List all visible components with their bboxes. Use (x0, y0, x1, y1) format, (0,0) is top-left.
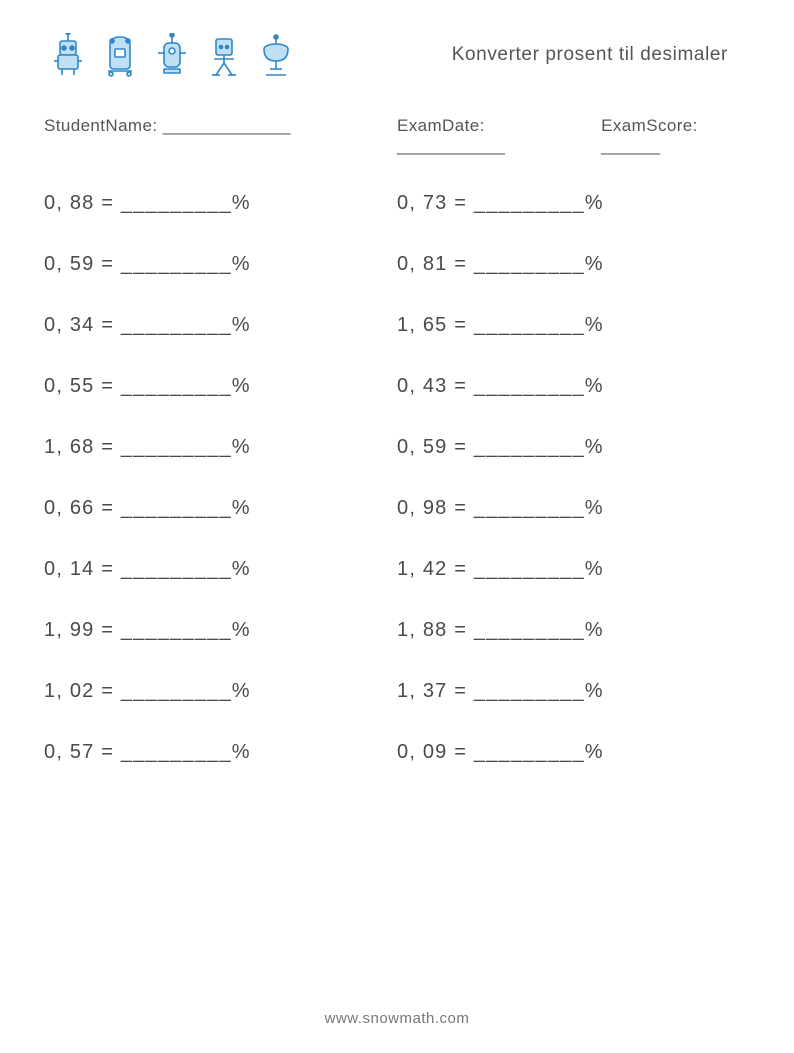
robot-icon-4 (206, 33, 242, 77)
student-name-field[interactable]: StudentName: _____________ (44, 116, 291, 135)
robot-icon-1 (50, 33, 86, 77)
problem-item[interactable]: 0, 59 = _________% (44, 253, 397, 276)
worksheet-title: Konverter prosent til desimaler (452, 44, 750, 66)
problem-item[interactable]: 1, 88 = _________% (397, 619, 750, 642)
problem-item[interactable]: 0, 73 = _________% (397, 192, 750, 215)
robot-icon-5 (258, 33, 294, 77)
footer-link[interactable]: www.snowmath.com (0, 1010, 794, 1027)
problem-item[interactable]: 1, 02 = _________% (44, 680, 397, 703)
problem-item[interactable]: 0, 57 = _________% (44, 741, 397, 764)
problems-grid: 0, 88 = _________% 0, 59 = _________% 0, 3… (44, 192, 750, 764)
problem-item[interactable]: 0, 34 = _________% (44, 314, 397, 337)
problem-item[interactable]: 0, 43 = _________% (397, 375, 750, 398)
robot-icon-3 (154, 33, 190, 77)
problem-item[interactable]: 1, 65 = _________% (397, 314, 750, 337)
problem-item[interactable]: 0, 09 = _________% (397, 741, 750, 764)
problem-item[interactable]: 0, 55 = _________% (44, 375, 397, 398)
problem-item[interactable]: 0, 81 = _________% (397, 253, 750, 276)
robot-icon-2 (102, 33, 138, 77)
problem-item[interactable]: 1, 99 = _________% (44, 619, 397, 642)
problem-item[interactable]: 0, 14 = _________% (44, 558, 397, 581)
robot-icons (44, 33, 294, 77)
problem-item[interactable]: 1, 37 = _________% (397, 680, 750, 703)
exam-date-field[interactable]: ExamDate: ___________ (397, 116, 583, 156)
problem-item[interactable]: 1, 42 = _________% (397, 558, 750, 581)
header-row: Konverter prosent til desimaler (44, 28, 750, 82)
worksheet-page: Konverter prosent til desimaler StudentN… (0, 0, 794, 1053)
problem-item[interactable]: 0, 88 = _________% (44, 192, 397, 215)
problem-item[interactable]: 0, 59 = _________% (397, 436, 750, 459)
exam-score-field[interactable]: ExamScore: ______ (601, 116, 750, 156)
problem-item[interactable]: 1, 68 = _________% (44, 436, 397, 459)
problems-column-2: 0, 73 = _________% 0, 81 = _________% 1, 6… (397, 192, 750, 764)
meta-row: StudentName: _____________ ExamDate: ___… (44, 116, 750, 156)
problem-item[interactable]: 0, 66 = _________% (44, 497, 397, 520)
problems-column-1: 0, 88 = _________% 0, 59 = _________% 0, 3… (44, 192, 397, 764)
problem-item[interactable]: 0, 98 = _________% (397, 497, 750, 520)
